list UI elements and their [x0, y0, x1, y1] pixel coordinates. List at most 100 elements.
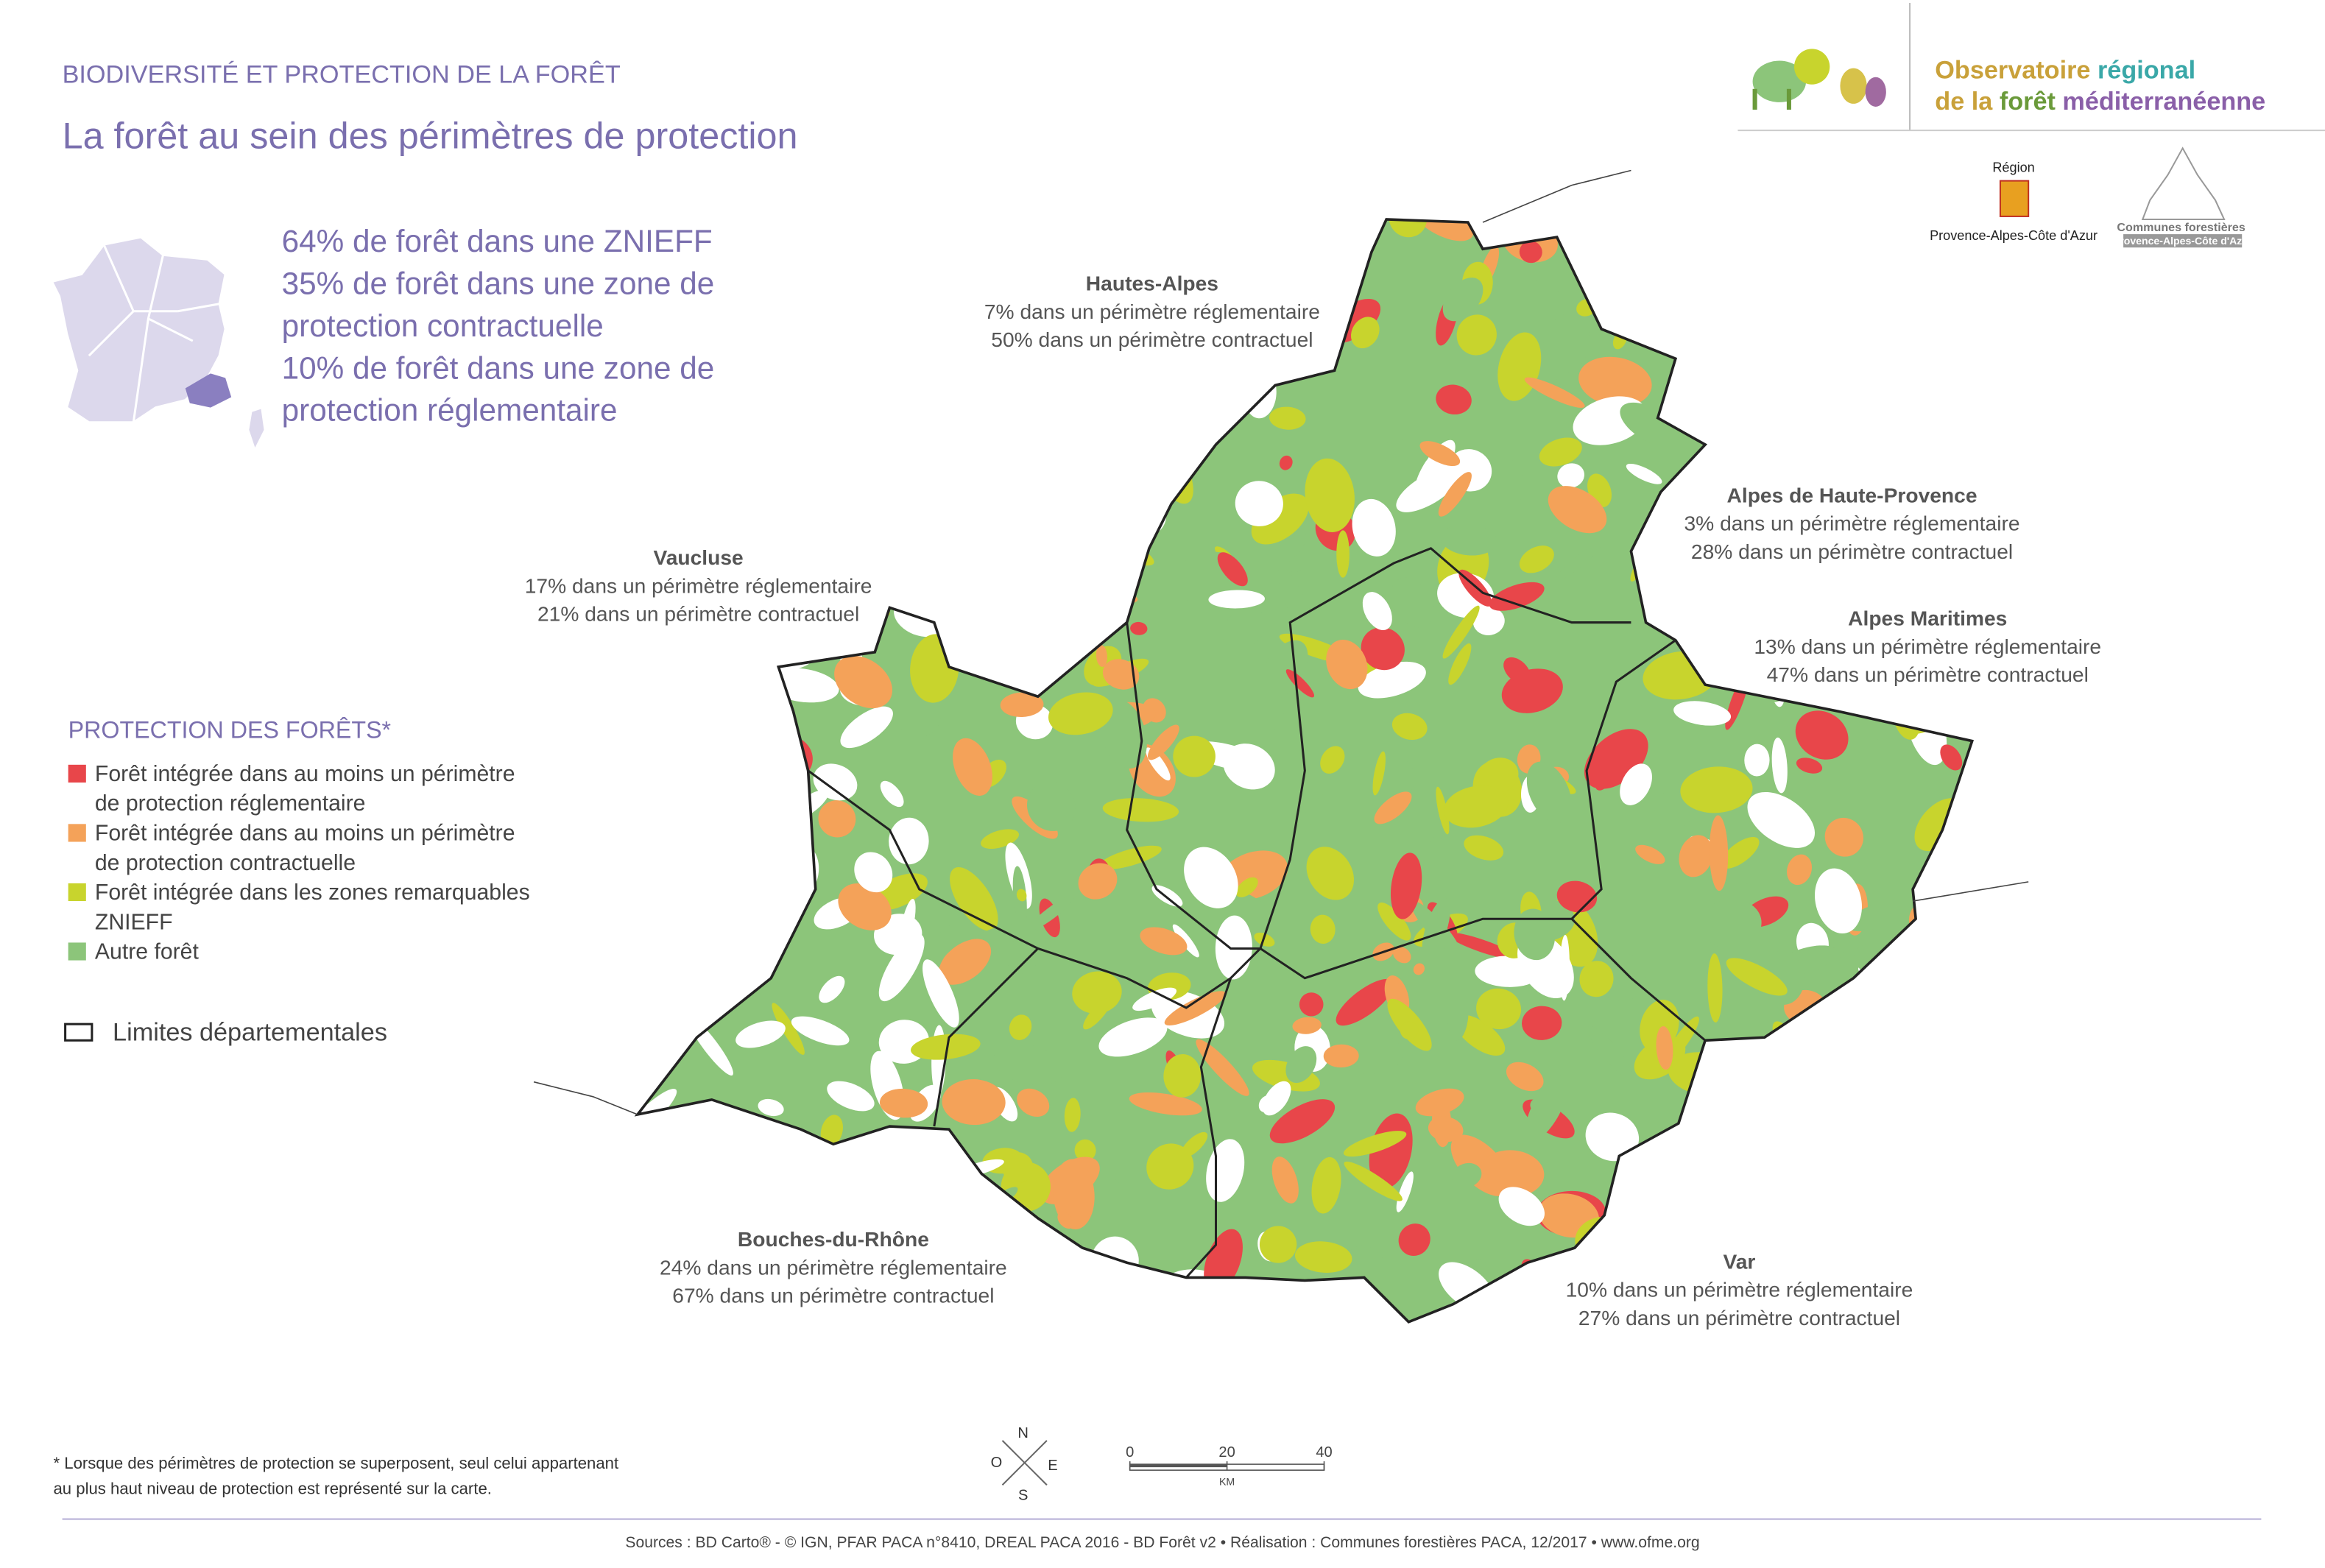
forest-patch	[880, 780, 904, 808]
ofme-icon	[1752, 49, 1886, 110]
region-outline	[634, 218, 1975, 1324]
forest-patch	[1208, 590, 1265, 609]
forest-patch	[1294, 1241, 1352, 1273]
forest-patch	[1392, 946, 1411, 964]
forest-patch	[827, 1081, 875, 1112]
legend-swatch	[68, 942, 86, 961]
forest-patch	[1489, 582, 1545, 611]
forest-patch	[1098, 845, 1162, 870]
forest-patch	[1002, 1152, 1034, 1184]
forest-patch	[1447, 932, 1517, 959]
legend-label: Autre forêt	[95, 940, 200, 964]
forest-patch	[1726, 958, 1788, 996]
department-stat: 50% dans un périmètre contractuel	[991, 328, 1313, 351]
region-crest	[1999, 180, 2030, 217]
compass-letter: O	[991, 1455, 1003, 1471]
forest-patch	[1721, 836, 1760, 869]
forest-patch	[1506, 1062, 1544, 1092]
forest-patch	[1173, 735, 1216, 777]
forest-patch	[1620, 402, 1684, 448]
forest-patch	[1310, 914, 1336, 944]
forest-patch	[1452, 1162, 1482, 1188]
forest-patch	[1522, 1006, 1562, 1040]
legend-title: PROTECTION DES FORÊTS*	[68, 717, 392, 744]
forest-patch	[1132, 987, 1177, 1011]
ofme-name: de la forêt méditerranéenne	[1935, 88, 2265, 116]
forest-patch	[1140, 927, 1188, 956]
forest-patch	[1380, 439, 1430, 467]
department-border	[1259, 547, 1631, 949]
forest-patch	[1009, 1014, 1032, 1040]
forest-patch	[1464, 835, 1504, 861]
forest-patch	[1259, 1226, 1297, 1263]
forest-patch	[834, 655, 893, 709]
department-stat: 7% dans un périmètre réglementaire	[984, 300, 1320, 323]
forest-patch	[922, 959, 959, 1028]
forest-patch	[1074, 1139, 1096, 1162]
legend-label: Forêt intégrée dans au moins un périmètr…	[95, 822, 515, 846]
forest-patch	[1336, 530, 1350, 578]
forest-patch	[1377, 903, 1411, 941]
forest-patch	[1196, 1039, 1249, 1096]
scale-label: 0	[1126, 1444, 1134, 1461]
forest-patch	[854, 852, 893, 893]
scale-label: 20	[1218, 1444, 1235, 1461]
department-name: Alpes Maritimes	[1848, 607, 2007, 630]
forest-patch	[1430, 837, 1471, 870]
forest-patch	[1454, 1014, 1506, 1056]
department-name: Bouches-du-Rhône	[738, 1227, 929, 1251]
forest-patch	[1419, 441, 1461, 467]
forest-patch	[1344, 1161, 1403, 1201]
forest-patch	[1400, 1021, 1419, 1039]
summary: 64% de forêt dans une ZNIEFF 35% de forêt…	[282, 224, 715, 427]
department-name: Hautes-Alpes	[1086, 272, 1218, 295]
legend-swatch	[68, 883, 86, 902]
forest-patch	[1352, 498, 1396, 557]
forest-patch	[1411, 901, 1461, 956]
forest-patch	[1442, 278, 1483, 322]
legend-label: Limites départementales	[113, 1018, 387, 1046]
scale-bar-body	[1129, 1464, 1227, 1468]
legend-swatch	[68, 824, 86, 842]
forest-patch	[1361, 627, 1405, 671]
scale-bar: 0 20 40 KM	[1126, 1444, 1333, 1487]
forest-patch	[1005, 939, 1038, 974]
forest-patch	[1336, 978, 1394, 1026]
forest-patch	[1680, 766, 1753, 813]
department-labels: Hautes-Alpes 7% dans un périmètre régleme…	[525, 272, 2101, 1329]
compass-letter: N	[1017, 1425, 1029, 1441]
legend-boundary-swatch	[64, 1023, 94, 1042]
forest-patch	[899, 898, 916, 953]
forest-patch	[1379, 757, 1415, 799]
forest-patch	[1343, 1131, 1407, 1157]
forest-patch	[1673, 701, 1732, 726]
forest-patch	[1148, 724, 1179, 760]
forest-patch	[772, 1003, 805, 1055]
forest-patch	[1585, 1112, 1640, 1162]
forest-patch	[1438, 472, 1472, 517]
forest-patch	[1102, 798, 1179, 822]
forest-patch	[1587, 1025, 1633, 1079]
forest-patch	[1350, 317, 1380, 349]
forest-patch	[1476, 988, 1522, 1030]
legend-label: ZNIEFF	[95, 910, 173, 934]
department-stat: 21% dans un périmètre contractuel	[537, 602, 859, 626]
rhone-outflow	[533, 1081, 638, 1115]
legend-label: Forêt intégrée dans les zones remarquabl…	[95, 880, 530, 905]
sources: Sources : BD Carto® - © IGN, PFAR PACA n…	[625, 1534, 1699, 1551]
forest-patch	[1771, 737, 1788, 794]
corsica	[249, 409, 264, 448]
compass-line	[1001, 1440, 1048, 1486]
paca-highlight	[185, 373, 232, 408]
forest-patch	[1285, 1046, 1317, 1084]
department-border	[807, 769, 1261, 1009]
forest-patch	[1744, 744, 1770, 777]
forest-patch	[1016, 889, 1027, 902]
compass-letter: E	[1048, 1458, 1057, 1474]
forest-patch	[1269, 406, 1306, 430]
forest-patch	[735, 1020, 786, 1048]
forest-patch	[791, 1016, 850, 1046]
forest-patch	[1271, 1156, 1299, 1204]
forest-patch	[1514, 908, 1556, 961]
forest-patch	[1391, 713, 1428, 741]
